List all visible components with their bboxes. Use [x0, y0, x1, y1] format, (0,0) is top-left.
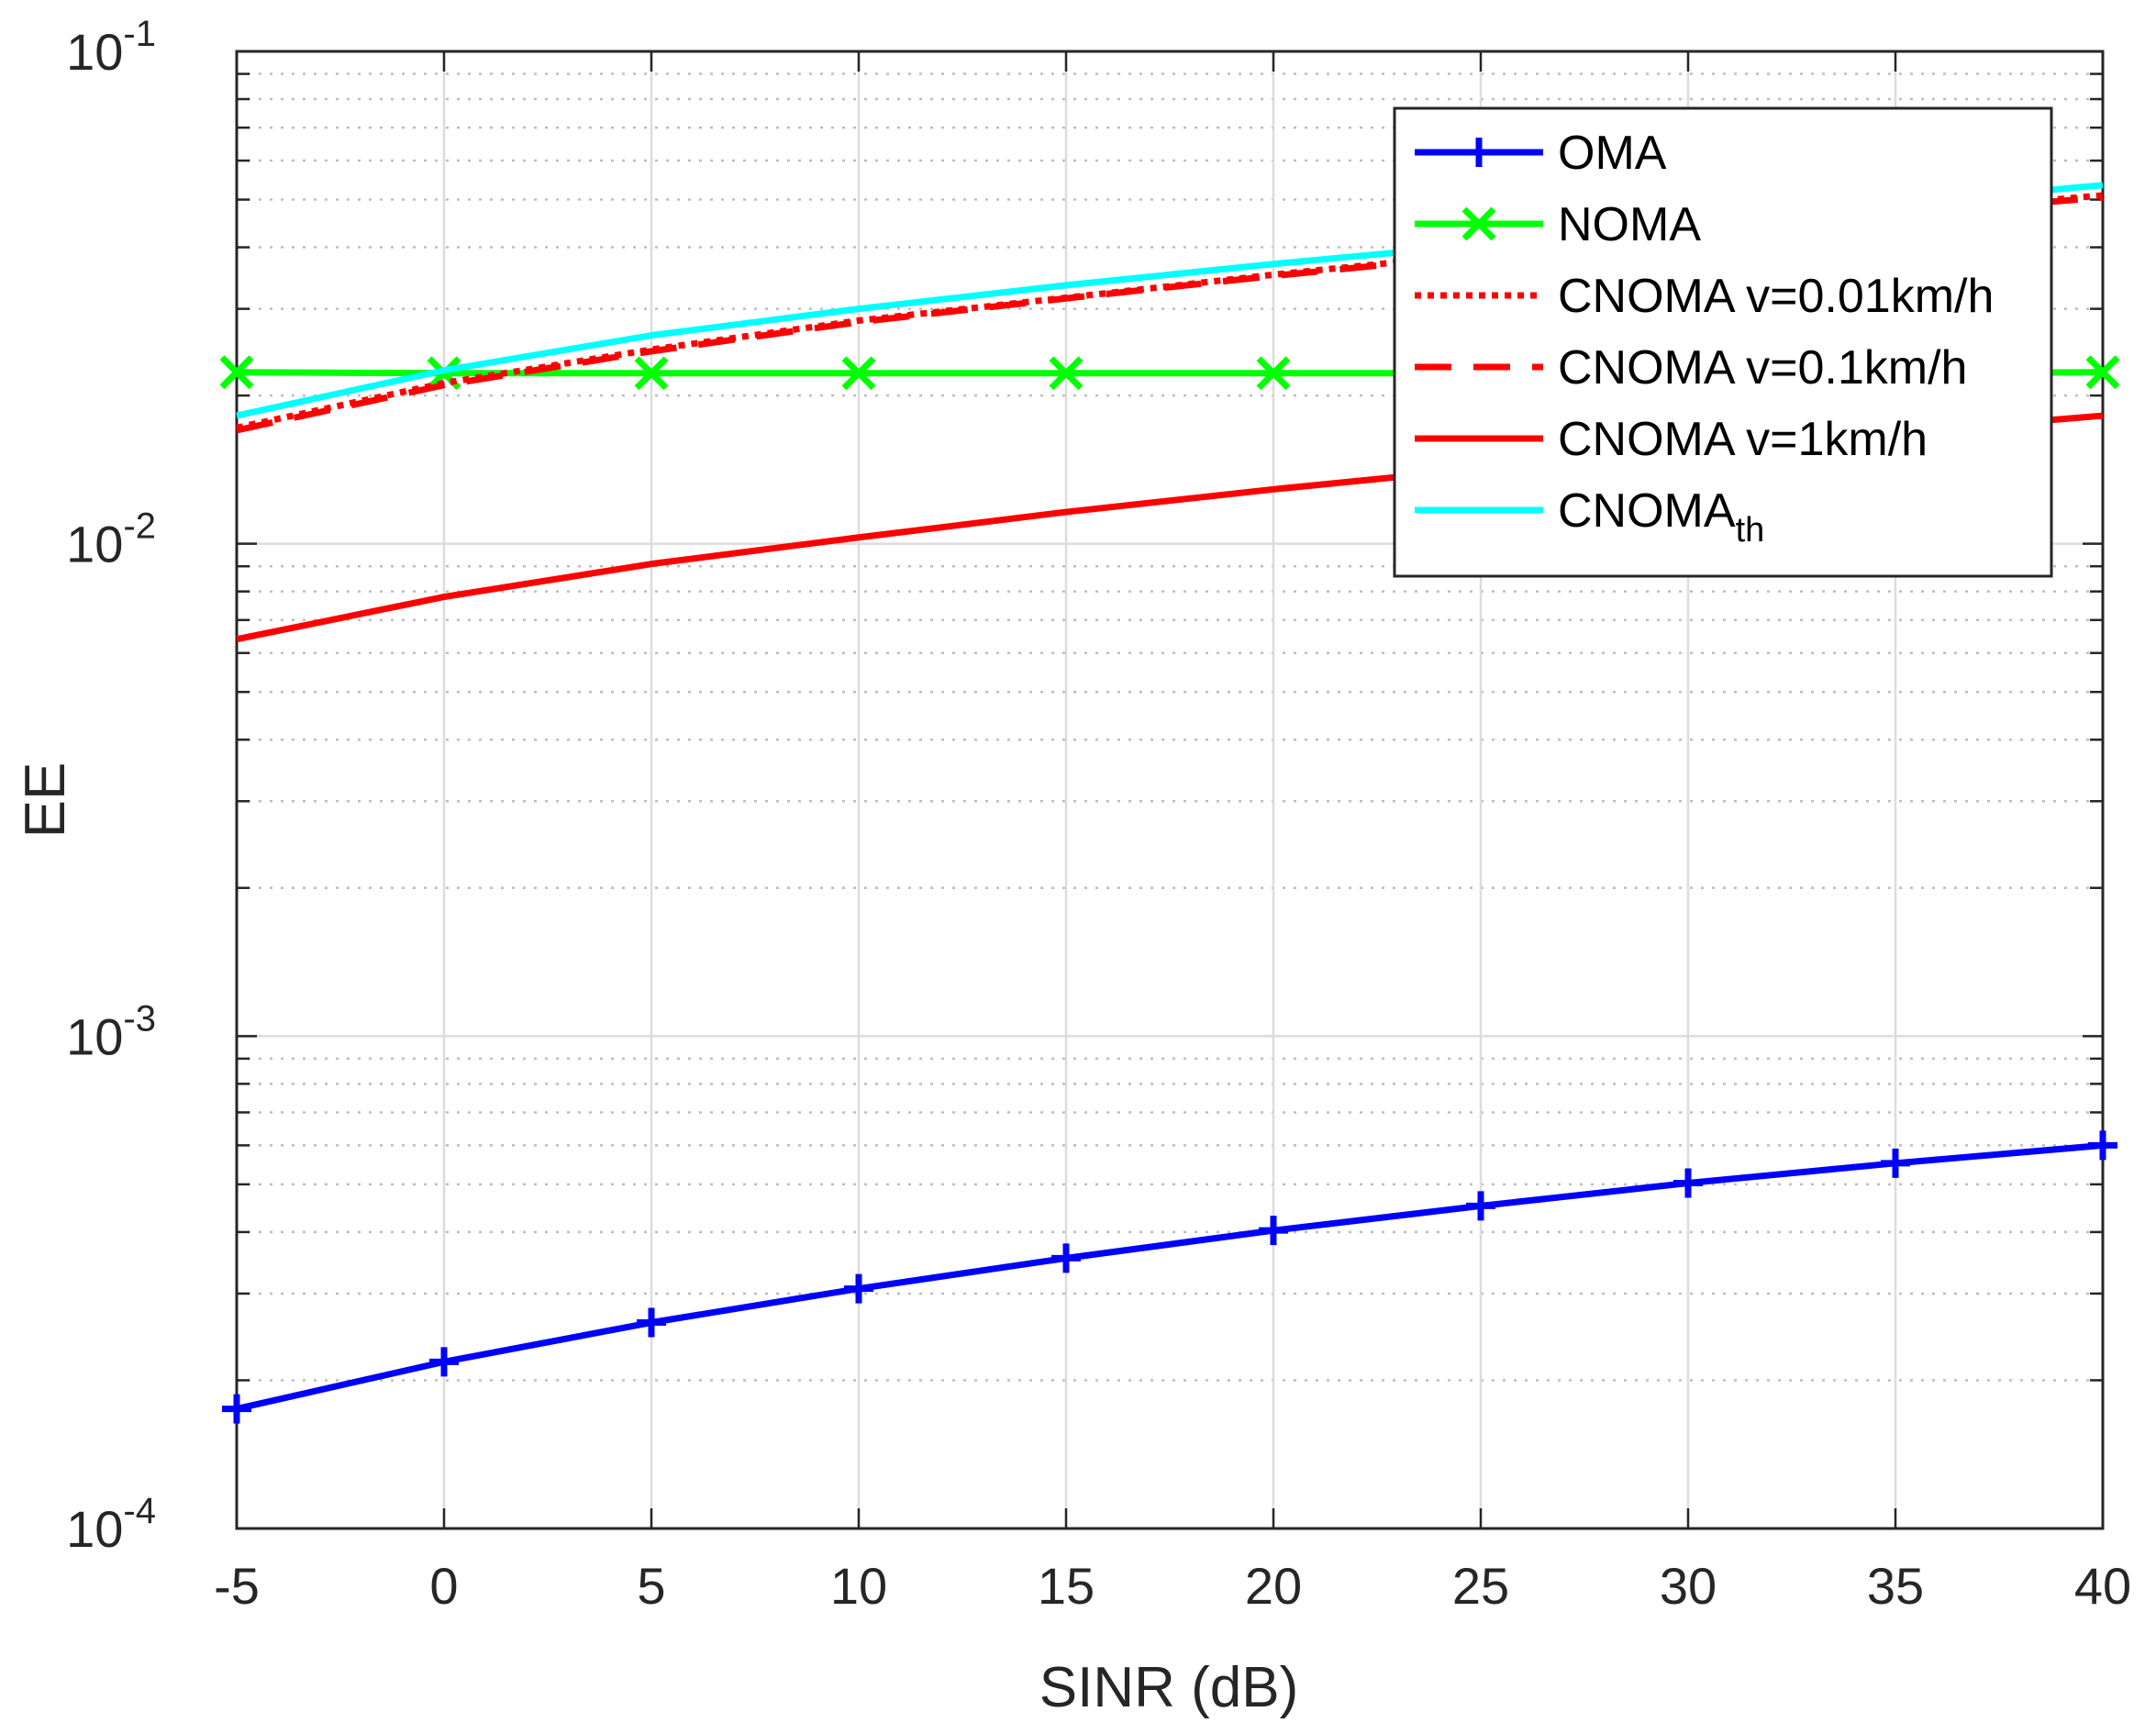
- axes-box: [235, 50, 2105, 1530]
- x-tick-label: 40: [2074, 1557, 2131, 1615]
- data-point-marker: [1049, 356, 1084, 391]
- legend-item: OMA: [1415, 127, 1667, 180]
- y-tick-base: 10: [66, 516, 123, 573]
- legend-label-text: CNOMA v=0.01km/h: [1558, 270, 1994, 323]
- x-tick-label: 25: [1452, 1557, 1509, 1615]
- x-tick-label: 0: [429, 1557, 458, 1615]
- y-tick-exponent: -4: [123, 1491, 156, 1531]
- data-point-marker: [2085, 355, 2120, 390]
- data-point-marker: [841, 356, 876, 391]
- y-tick-base: 10: [66, 23, 123, 81]
- y-tick-exponent: -2: [123, 506, 156, 547]
- y-tick-label: 10-2: [66, 506, 156, 573]
- data-point-marker: [1466, 1191, 1495, 1221]
- data-point-marker: [1259, 1216, 1288, 1246]
- legend-marker: [1464, 138, 1494, 167]
- series-line: [236, 1141, 2104, 1412]
- legend-label: CNOMA v=0.1km/h: [1558, 341, 1967, 395]
- series-cnoma-v-0-1km-h: [236, 194, 2104, 434]
- legend-item: CNOMA v=0.01km/h: [1415, 270, 1994, 323]
- y-axis-label: EE: [14, 762, 77, 839]
- x-tick-label: 20: [1245, 1557, 1302, 1615]
- y-tick-label: 10-1: [66, 14, 156, 81]
- data-point-marker: [222, 1394, 251, 1424]
- legend-label: CNOMA v=0.01km/h: [1558, 270, 1994, 323]
- legend-label: NOMA: [1558, 198, 1701, 251]
- y-tick-exponent: -1: [123, 14, 156, 54]
- data-point-marker: [1673, 1168, 1703, 1198]
- legend-item: CNOMA v=1km/h: [1415, 413, 1928, 466]
- x-tick-label: 15: [1038, 1557, 1095, 1615]
- x-axis-label: SINR (dB): [1039, 1656, 1298, 1719]
- y-tick-exponent: -3: [123, 998, 156, 1039]
- legend-label-subscript: th: [1736, 511, 1765, 550]
- series-oma: [222, 1130, 2117, 1424]
- legend-box: [1393, 106, 2053, 578]
- y-tick-base: 10: [66, 1500, 123, 1558]
- data-point-marker: [1881, 1148, 1910, 1178]
- legend-label: CNOMAth: [1558, 484, 1764, 550]
- legend-item: CNOMA v=0.1km/h: [1415, 341, 1967, 395]
- y-tick-label: 10-3: [66, 998, 156, 1065]
- legend-label-text: CNOMA: [1558, 484, 1736, 538]
- legend-marker: [1461, 206, 1496, 241]
- legend-label-text: NOMA: [1558, 198, 1701, 251]
- data-point-marker: [2088, 1130, 2117, 1161]
- legend-label-text: CNOMA v=0.1km/h: [1558, 341, 1967, 395]
- data-point-marker: [219, 355, 254, 390]
- legend-label: OMA: [1558, 127, 1667, 180]
- x-tick-label: 10: [830, 1557, 887, 1615]
- y-tick-base: 10: [66, 1007, 123, 1065]
- data-point-marker: [634, 356, 669, 391]
- data-point-marker: [429, 1347, 459, 1377]
- data-point-marker: [637, 1307, 666, 1338]
- legend-item: CNOMAth: [1415, 484, 1764, 550]
- data-point-marker: [844, 1273, 873, 1304]
- legend-label-text: OMA: [1558, 127, 1667, 180]
- x-tick-label: 30: [1660, 1557, 1717, 1615]
- x-tick-label: 35: [1867, 1557, 1924, 1615]
- legend-item: NOMA: [1415, 198, 1701, 251]
- data-point-marker: [1051, 1243, 1081, 1273]
- x-tick-label: -5: [214, 1557, 260, 1615]
- y-tick-label: 10-4: [66, 1491, 156, 1558]
- legend-label-text: CNOMA v=1km/h: [1558, 413, 1928, 466]
- legend-label: CNOMA v=1km/h: [1558, 413, 1928, 466]
- legend: OMA NOMA CNOMA v=0.01km/h CNOMA v=0.1km/h CN…: [1393, 106, 2053, 578]
- series-line: [236, 194, 2104, 434]
- x-tick-label: 5: [637, 1557, 665, 1615]
- data-point-marker: [1256, 356, 1291, 391]
